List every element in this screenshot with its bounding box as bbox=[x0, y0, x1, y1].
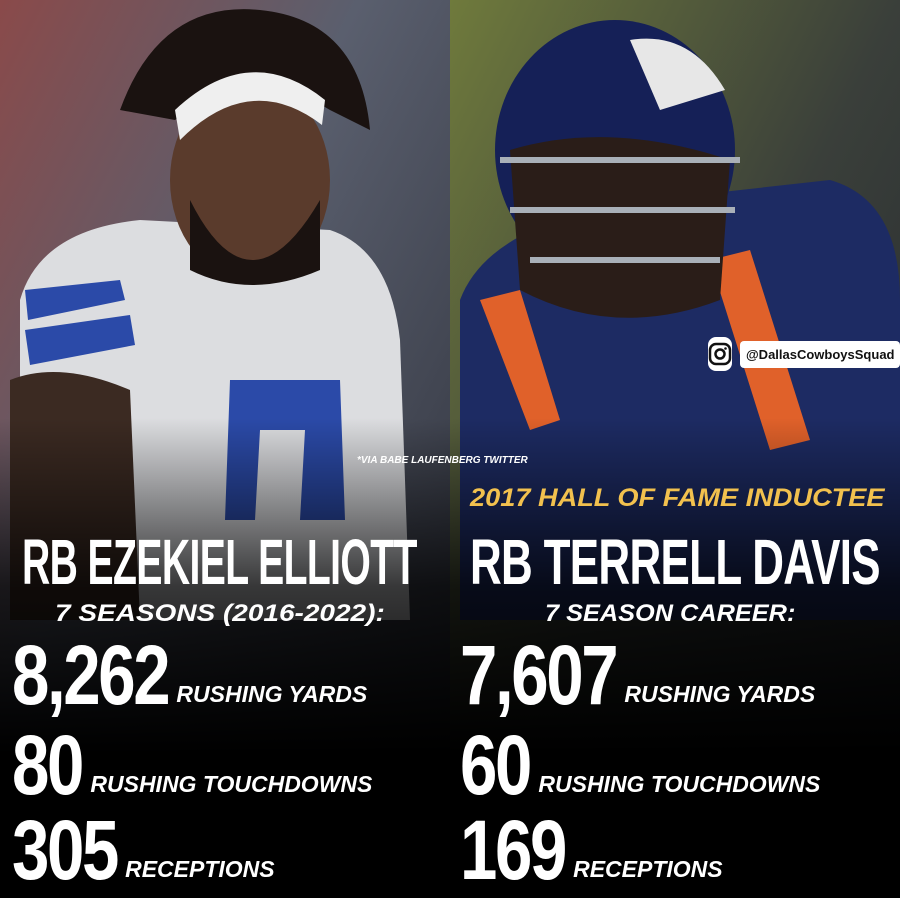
stat-label: RECEPTIONS bbox=[573, 856, 723, 882]
player-name: RB EZEKIEL ELLIOTT bbox=[22, 526, 417, 598]
stat-row: 169 RECEPTIONS bbox=[460, 803, 723, 897]
credit: *VIA BABE LAUFENBERG TWITTER bbox=[357, 455, 528, 466]
stat-label: RUSHING TOUCHDOWNS bbox=[538, 771, 821, 797]
stat-label: RUSHING YARDS bbox=[624, 681, 816, 707]
left-photo bbox=[0, 0, 450, 898]
icon bbox=[708, 342, 732, 366]
handle: @DallasCowboysSquad bbox=[740, 340, 900, 368]
stat-row: 8,262 RUSHING YARDS bbox=[12, 628, 368, 722]
stat-value: 305 bbox=[12, 803, 119, 897]
right-photo bbox=[450, 0, 900, 898]
stat-label: RUSHING TOUCHDOWNS bbox=[90, 771, 373, 797]
stat-label: RECEPTIONS bbox=[125, 856, 275, 882]
shade bbox=[450, 418, 900, 898]
career-span: 7 SEASONS (2016-2022): bbox=[55, 600, 385, 627]
player-name: RB TERRELL DAVIS bbox=[470, 526, 881, 598]
stat-value: 7,607 bbox=[460, 628, 619, 722]
stat-value: 80 bbox=[12, 718, 84, 812]
stat-value: 8,262 bbox=[12, 628, 171, 722]
stat-row: 80 RUSHING TOUCHDOWNS bbox=[12, 718, 373, 812]
stat-label: RUSHING YARDS bbox=[176, 681, 368, 707]
instagram-tag: @DallasCowboysSquad bbox=[708, 335, 900, 373]
stat-value: 60 bbox=[460, 718, 532, 812]
career-span: 7 SEASON CAREER: bbox=[545, 600, 796, 627]
stat-row: 60 RUSHING TOUCHDOWNS bbox=[460, 718, 821, 812]
stat-row: 305 RECEPTIONS bbox=[12, 803, 275, 897]
shade bbox=[0, 418, 450, 898]
instagram-icon bbox=[708, 337, 732, 371]
tagline: 2017 HALL OF FAME INDUCTEE bbox=[470, 484, 885, 512]
stat-row: 7,607 RUSHING YARDS bbox=[460, 628, 816, 722]
stat-value: 169 bbox=[460, 803, 567, 897]
